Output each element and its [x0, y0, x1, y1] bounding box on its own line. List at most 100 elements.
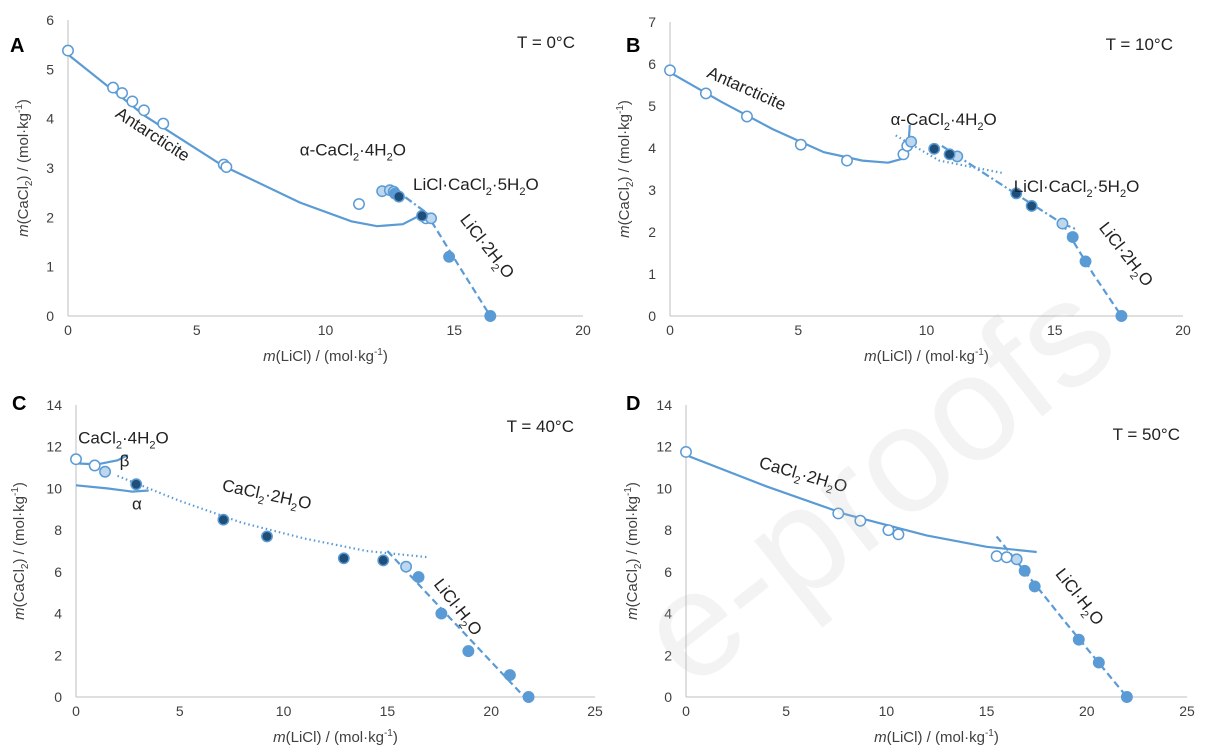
data-point-open: [70, 453, 82, 466]
data-point-mid: [1120, 691, 1133, 703]
data-point-light: [99, 465, 112, 478]
x-tick-label: 5: [193, 322, 201, 338]
data-point-open: [107, 81, 120, 94]
panel-label: B: [626, 35, 640, 57]
y-tick-label: 0: [664, 689, 672, 705]
phase-annotation: LiCl·H2O: [1048, 565, 1107, 632]
x-tick-label: 10: [276, 703, 292, 719]
data-point-mid: [1028, 580, 1041, 593]
x-tick-label: 10: [919, 322, 935, 338]
phase-curve-dashdot: [941, 144, 1079, 231]
x-axis-label: m(LiCl) / (mol·kg-1): [874, 728, 999, 746]
y-tick-label: 6: [648, 56, 656, 72]
y-tick-label: 5: [648, 98, 656, 114]
data-point-mid: [1115, 310, 1128, 322]
data-point-open: [990, 550, 1003, 563]
x-tick-label: 20: [483, 703, 499, 719]
y-axis-label: m(CaCl2) / (mol·kg-1): [14, 99, 35, 237]
temperature-label: T = 50°C: [1113, 425, 1180, 444]
phase-curve-solid: [75, 454, 129, 466]
data-point-mid: [412, 571, 425, 584]
data-point-mid: [1072, 633, 1085, 646]
y-tick-label: 1: [46, 259, 54, 275]
y-tick-label: 2: [648, 224, 656, 240]
x-tick-label: 10: [318, 322, 334, 338]
data-point-dark: [337, 552, 350, 565]
data-point-dark: [392, 190, 405, 203]
y-tick-label: 12: [46, 439, 62, 455]
data-point-open: [1000, 551, 1013, 564]
data-point-dark: [1025, 200, 1038, 212]
y-axis-label: m(CaCl2) / (mol·kg-1): [623, 482, 644, 620]
x-tick-label: 15: [979, 703, 995, 719]
data-point-open: [126, 95, 139, 108]
data-point-dark: [943, 148, 956, 161]
y-tick-label: 4: [664, 606, 672, 622]
y-tick-label: 14: [46, 397, 62, 413]
data-point-open: [220, 161, 233, 173]
phase-curve-dotted: [117, 474, 430, 559]
data-point-mid: [503, 669, 516, 682]
y-axis-label: m(CaCl2) / (mol·kg-1): [10, 482, 31, 620]
y-tick-label: 3: [648, 182, 656, 198]
x-tick-label: 0: [64, 322, 72, 338]
data-point-light: [1056, 217, 1069, 230]
y-tick-label: 4: [54, 606, 62, 622]
x-tick-label: 5: [794, 322, 802, 338]
y-tick-label: 4: [46, 111, 54, 127]
data-point-mid: [1066, 231, 1079, 243]
phase-curve-solid: [669, 71, 911, 164]
data-point-open: [680, 445, 692, 458]
phase-curve-dashed: [995, 535, 1128, 698]
data-point-mid: [462, 645, 475, 658]
y-tick-label: 7: [648, 14, 656, 30]
phase-curve-solid: [75, 484, 149, 493]
data-point-light: [905, 135, 918, 148]
data-point-dark: [928, 142, 941, 155]
y-tick-label: 10: [46, 480, 62, 496]
panel-label: D: [626, 393, 640, 415]
phase-annotation: LiCl·CaCl2·5H2O: [1014, 177, 1140, 200]
data-point-mid: [1018, 564, 1031, 577]
data-point-open: [841, 154, 853, 167]
phase-annotation: LiCl·CaCl2·5H2O: [413, 175, 539, 198]
phase-curve-solid: [685, 454, 1037, 554]
data-point-open: [854, 514, 867, 527]
data-point-dark: [261, 530, 273, 543]
data-point-mid: [1092, 656, 1105, 669]
data-point-mid: [443, 250, 456, 263]
y-tick-label: 0: [648, 308, 656, 324]
y-tick-label: 8: [54, 522, 62, 538]
y-tick-label: 8: [664, 522, 672, 538]
x-tick-label: 0: [682, 703, 690, 719]
data-point-dark: [130, 478, 143, 491]
y-tick-label: 2: [664, 647, 672, 663]
temperature-label: T = 10°C: [1106, 35, 1173, 54]
y-axis-label: m(CaCl2) / (mol·kg-1): [615, 100, 636, 238]
x-axis-label: m(LiCl) / (mol·kg-1): [864, 347, 989, 365]
x-tick-label: 5: [782, 703, 790, 719]
temperature-label: T = 40°C: [507, 417, 574, 436]
phase-annotation: Antarcticite: [112, 104, 193, 166]
data-point-open: [882, 524, 895, 537]
phase-annotation: α-CaCl2·4H2O: [891, 110, 997, 133]
data-point-open: [138, 104, 150, 117]
data-point-open: [116, 87, 129, 99]
chart-panel-d: 0 5 10 15 20 25 0 2 4 6 8 10 12 14 m(LiCl) / (mol·kg-1…: [623, 393, 1195, 746]
phase-annotation: CaCl2·2H2O: [220, 476, 313, 517]
x-tick-label: 5: [176, 703, 184, 719]
data-point-open: [699, 87, 712, 100]
data-point-open: [741, 110, 753, 123]
chart-panel-a: 0 5 10 15 20 0 1 2 3 4 5 6 m(LiCl) / (mol·kg-1) m(CaC…: [10, 12, 591, 365]
data-point-open: [62, 44, 74, 57]
phase-annotation: LiCl·H2O: [427, 575, 486, 642]
x-tick-label: 15: [380, 703, 396, 719]
x-axis-label: m(LiCl) / (mol·kg-1): [273, 728, 398, 746]
x-tick-label: 15: [446, 322, 462, 338]
data-point-dark: [217, 513, 230, 526]
temperature-label: T = 0°C: [517, 33, 575, 52]
y-tick-label: 14: [656, 397, 672, 413]
data-point-light: [400, 560, 413, 573]
data-point-open: [794, 138, 807, 151]
